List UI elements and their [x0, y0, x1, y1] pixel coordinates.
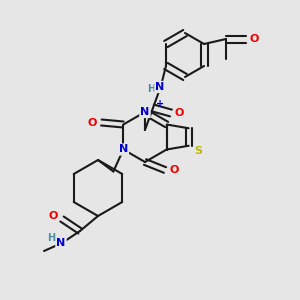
Text: O: O [249, 34, 259, 44]
Text: H: H [47, 233, 55, 243]
Text: N: N [56, 238, 66, 248]
Text: O: O [174, 108, 184, 118]
Text: O: O [48, 211, 58, 221]
Text: O: O [88, 118, 97, 128]
Text: O: O [169, 165, 179, 175]
Text: +: + [156, 99, 164, 109]
Text: S: S [195, 146, 203, 156]
Text: H: H [147, 84, 155, 94]
Text: N: N [155, 82, 165, 92]
Text: N: N [119, 145, 128, 154]
Text: N: N [140, 107, 150, 117]
